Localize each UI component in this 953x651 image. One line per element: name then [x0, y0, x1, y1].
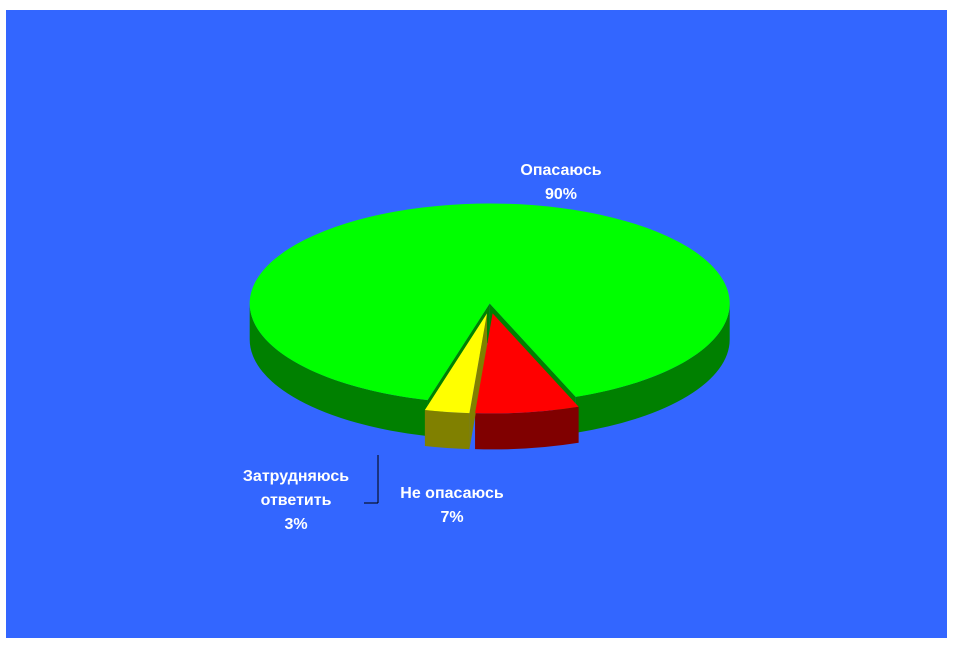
pie-slice-afraid [249, 203, 730, 401]
pie-face-uncertain [469, 313, 487, 450]
label-uncertain-line1: Затрудняюсь [243, 468, 349, 485]
pie-side-afraid [575, 303, 730, 433]
pie-chart: Опасаюсь 90% Не опасаюсь 7% Затрудняюсь … [243, 162, 730, 533]
pie-slice-uncertain [424, 313, 487, 414]
pie-slice-not-afraid [475, 313, 579, 414]
label-uncertain-pct: 3% [284, 516, 307, 533]
pie-side-uncertain [424, 409, 470, 450]
label-not-afraid: Не опасаюсь [400, 485, 504, 502]
pie-labels: Опасаюсь 90% Не опасаюсь 7% Затрудняюсь … [243, 162, 602, 533]
pie-side-not-afraid [475, 406, 579, 450]
chart-plot-area: Опасаюсь 90% Не опасаюсь 7% Затрудняюсь … [6, 10, 947, 638]
pie-side-afraid [249, 303, 428, 437]
label-afraid-pct: 90% [545, 186, 577, 203]
label-uncertain-line2: ответить [261, 492, 332, 509]
label-afraid: Опасаюсь [520, 162, 601, 179]
pie-tops [249, 203, 730, 414]
label-not-afraid-pct: 7% [440, 509, 463, 526]
